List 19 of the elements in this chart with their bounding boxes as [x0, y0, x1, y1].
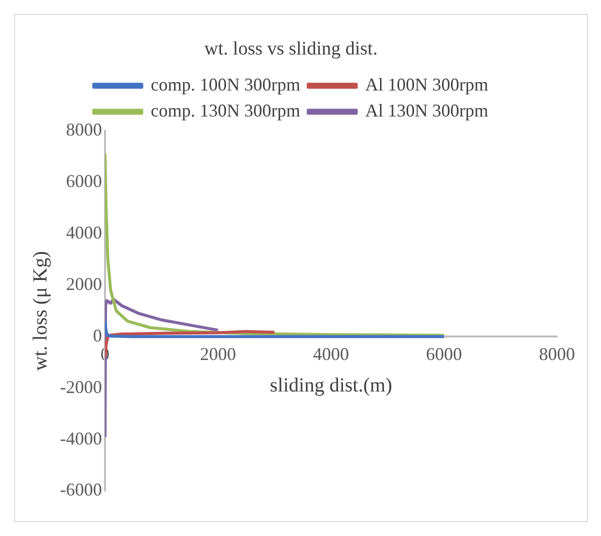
x-tick-label: 4000	[312, 344, 349, 364]
chart-title: wt. loss vs sliding dist.	[204, 38, 378, 60]
x-tick-label: 6000	[426, 344, 462, 364]
y-tick-label: 4000	[66, 222, 102, 242]
y-tick-label: -4000	[60, 428, 102, 448]
legend-label: comp. 130N 300rpm	[150, 100, 300, 121]
y-tick-label: -2000	[60, 376, 102, 397]
y-tick-label: 8000	[66, 120, 102, 140]
y-tick-label: 2000	[66, 274, 102, 294]
y-tick-label: 6000	[66, 170, 102, 191]
y-tick-label: -6000	[60, 480, 102, 500]
y-tick-label: 0	[92, 325, 102, 346]
legend-label: Al 130N 300rpm	[365, 100, 488, 121]
x-axis-title: sliding dist.(m)	[270, 374, 392, 396]
legend-label: Al 100N 300rpm	[365, 74, 488, 95]
x-tick-label: 2000	[200, 344, 236, 364]
x-tick-label: 8000	[539, 344, 575, 364]
legend-label: comp. 100N 300rpm	[150, 74, 300, 95]
y-axis-title: wt. loss (μ Kg)	[29, 251, 52, 371]
